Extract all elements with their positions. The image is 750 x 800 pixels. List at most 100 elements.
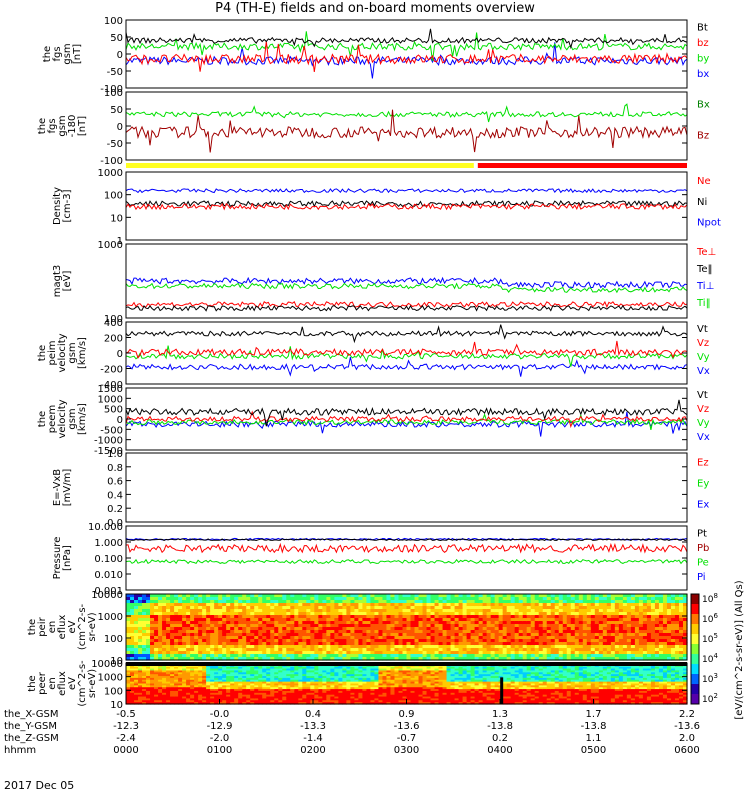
peer-cell xyxy=(366,702,372,705)
peir-cell xyxy=(670,615,676,619)
peir-cell xyxy=(606,651,612,655)
peir-cell xyxy=(406,627,412,631)
peir-cell xyxy=(194,609,199,613)
peer-cell xyxy=(238,672,243,675)
peer-cell xyxy=(150,690,155,694)
peer-cell xyxy=(158,670,163,673)
peer-cell xyxy=(310,683,315,686)
peer-cell xyxy=(426,668,432,672)
peir-cell xyxy=(602,603,608,607)
fgs-sse-ylabel: -180 xyxy=(67,115,78,138)
peer-cell xyxy=(330,696,335,700)
peir-cell xyxy=(518,627,524,631)
peer-cell xyxy=(326,672,331,675)
peir-cell xyxy=(166,630,171,634)
peir-cell xyxy=(418,636,424,640)
peir-cell xyxy=(618,630,624,634)
peir-cell xyxy=(534,654,540,658)
peer-cell xyxy=(322,674,327,677)
peer-cell xyxy=(394,689,400,692)
peer-cell xyxy=(134,696,139,700)
peir-cell xyxy=(194,612,199,616)
peer-cell xyxy=(230,674,235,677)
peer-cell xyxy=(250,685,255,688)
peir-cell xyxy=(566,624,572,628)
peir-cell xyxy=(366,612,372,616)
peer-cell xyxy=(402,670,408,673)
peir-cell xyxy=(354,648,360,652)
peir-cell xyxy=(546,618,552,622)
peir-cell xyxy=(438,627,444,631)
peir-cell xyxy=(666,597,672,601)
peir-cell xyxy=(390,636,396,640)
peer-cell xyxy=(138,687,143,690)
peir-cell xyxy=(470,639,476,643)
peer-cell xyxy=(414,674,420,677)
peir-cell xyxy=(362,651,368,655)
peer-cell xyxy=(350,676,356,679)
peir-cell xyxy=(666,627,672,631)
peir-cell xyxy=(150,627,155,631)
peer-cell xyxy=(198,698,203,701)
peer-cell xyxy=(198,696,203,700)
peer-cell xyxy=(282,685,287,688)
peir-cell xyxy=(490,630,496,634)
peir-cell xyxy=(634,624,640,628)
peir-cell xyxy=(198,627,203,631)
peer-cell xyxy=(362,698,368,701)
peir-cell xyxy=(198,654,203,658)
peer-cell xyxy=(338,677,343,681)
peer-cell xyxy=(278,689,283,692)
peer-cell xyxy=(246,683,251,686)
peir-cell xyxy=(358,624,364,628)
peir-cell xyxy=(418,624,424,628)
peem-ytick-label: -1500 xyxy=(94,446,123,457)
peir-cell xyxy=(314,639,319,643)
peir-cell xyxy=(570,618,576,622)
peir-frame xyxy=(125,593,688,661)
peir-cell xyxy=(602,639,608,643)
peer-cell xyxy=(154,664,159,668)
peir-cell xyxy=(238,639,243,643)
peer-cell xyxy=(362,670,368,673)
peer-cell xyxy=(374,687,380,690)
peir-cell xyxy=(586,612,592,616)
peer-cell xyxy=(146,692,151,696)
peir-cell xyxy=(462,657,468,661)
peer-cell xyxy=(214,700,219,703)
peir-cell xyxy=(142,624,147,628)
peer-cell xyxy=(166,674,171,677)
peir-cell xyxy=(630,609,636,613)
peir-cell xyxy=(322,624,327,628)
peir-cell xyxy=(358,657,364,661)
peer-cell xyxy=(206,664,211,668)
peir-cell xyxy=(502,597,508,601)
peir-cell xyxy=(146,657,151,661)
fgs-sse-ylabel: the xyxy=(37,118,48,134)
peir-cell xyxy=(650,597,656,601)
peir-cell xyxy=(258,633,263,637)
peir-cell xyxy=(182,624,187,628)
peir-cell xyxy=(418,603,424,607)
peir-cell xyxy=(522,648,528,652)
peer-cell xyxy=(142,679,147,683)
peer-cell xyxy=(198,685,203,688)
peer-cell xyxy=(346,698,351,701)
peir-cell xyxy=(574,600,580,604)
peer-cell xyxy=(402,698,408,701)
peer-cell xyxy=(378,679,384,683)
peer-cell xyxy=(238,681,243,685)
peir-cell xyxy=(142,630,147,634)
peir-cell xyxy=(430,657,436,661)
peer-cell xyxy=(186,692,191,696)
peir-cell xyxy=(286,648,291,652)
peir-cell xyxy=(362,597,368,601)
peer-cell xyxy=(366,685,372,688)
peir-cell xyxy=(398,621,404,625)
peer-cell xyxy=(394,687,400,690)
peer-cell xyxy=(314,676,319,679)
peir-cell xyxy=(562,642,568,646)
peir-cell xyxy=(414,609,420,613)
peir-cell xyxy=(410,630,416,634)
peir-cell xyxy=(370,621,376,625)
